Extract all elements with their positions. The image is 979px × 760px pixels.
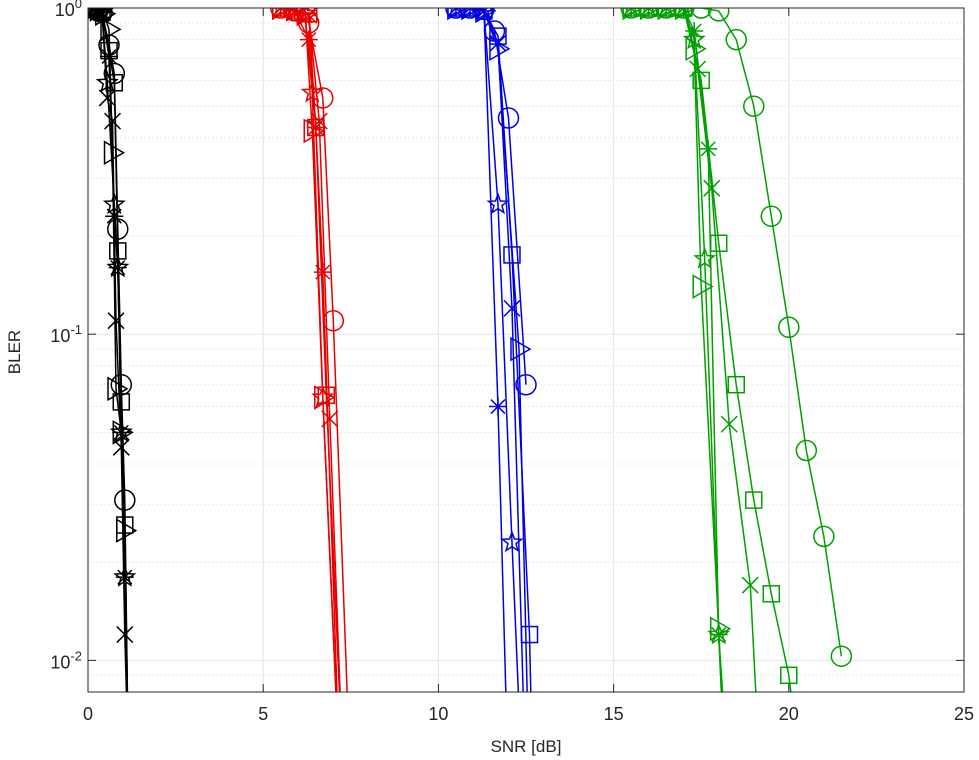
series-line (455, 8, 528, 692)
x-tick-label: 25 (954, 704, 974, 724)
marker-triangle (510, 336, 532, 362)
marker-x (103, 112, 122, 130)
series-line (631, 8, 723, 692)
marker-star (311, 385, 335, 408)
marker-x (116, 626, 134, 644)
series-line (455, 8, 524, 692)
y-tick-label: 100 (55, 0, 82, 20)
marker-star (95, 70, 119, 93)
marker-circle (110, 373, 133, 396)
series-line (455, 8, 532, 692)
marker-asterisk (105, 207, 124, 226)
marker-asterisk (115, 568, 134, 587)
marker-circle (707, 8, 730, 22)
marker-asterisk (699, 139, 718, 158)
marker-circle (620, 8, 642, 19)
marker-asterisk (709, 625, 728, 644)
marker-triangle (100, 17, 122, 42)
marker-x (503, 299, 521, 317)
series-6 (88, 8, 134, 692)
marker-asterisk (108, 258, 127, 277)
marker-circle (515, 373, 537, 396)
series-line (631, 8, 724, 692)
y-tick-label: 10-2 (50, 648, 82, 672)
marker-star (500, 530, 524, 553)
series-layer (88, 8, 853, 692)
marker-circle (459, 8, 481, 19)
marker-star (693, 246, 717, 269)
marker-circle (269, 8, 292, 19)
ticks: 0 5 10 15 20 25 10-2 10-1 100 (50, 0, 974, 724)
marker-circle (445, 8, 467, 19)
marker-asterisk (112, 423, 131, 442)
marker-x (107, 312, 125, 330)
marker-asterisk (299, 30, 318, 49)
marker-square (762, 585, 781, 603)
marker-circle (830, 645, 853, 667)
series-19 (620, 8, 853, 667)
marker-circle (672, 8, 695, 19)
x-tick-label: 5 (258, 704, 268, 724)
series-12 (271, 8, 338, 692)
marker-asterisk (685, 22, 704, 41)
axes-box (87, 7, 965, 693)
marker-circle (725, 28, 747, 51)
marker-circle (813, 525, 835, 548)
marker-circle (795, 439, 818, 462)
marker-triangle (103, 140, 126, 166)
marker-circle (103, 62, 126, 85)
marker-triangle (489, 36, 511, 62)
marker-circle (655, 8, 677, 19)
marker-x (703, 179, 721, 197)
marker-asterisk (100, 47, 119, 66)
x-axis-label: SNR [dB] (491, 737, 562, 756)
marker-star (682, 27, 706, 50)
marker-x (741, 576, 759, 594)
marker-triangle (107, 376, 129, 402)
marker-triangle (116, 518, 138, 543)
series-18 (446, 8, 507, 692)
marker-square (727, 375, 745, 394)
marker-asterisk (285, 8, 304, 20)
marker-asterisk (474, 8, 493, 20)
marker-circle (778, 316, 800, 339)
series-line (631, 8, 843, 657)
marker-x (489, 34, 507, 52)
marker-circle (690, 8, 712, 19)
marker-square (745, 491, 763, 509)
marker-x (720, 415, 738, 433)
marker-triangle (692, 274, 714, 299)
marker-circle (743, 95, 765, 117)
marker-circle (760, 205, 783, 227)
marker-star (300, 80, 324, 103)
series-24 (622, 8, 728, 692)
series-line (455, 8, 520, 692)
marker-x (689, 60, 707, 78)
x-tick-label: 15 (604, 704, 624, 724)
marker-circle (497, 107, 520, 129)
series-line (631, 8, 792, 692)
marker-asterisk (93, 8, 112, 22)
x-tick-label: 20 (779, 704, 799, 724)
marker-asterisk (488, 397, 507, 416)
y-tick-label: 10-1 (50, 322, 82, 346)
plot-area (88, 8, 964, 692)
marker-circle (637, 8, 660, 19)
y-axis-label: BLER (5, 330, 24, 374)
marker-square (780, 666, 798, 685)
x-tick-label: 0 (83, 704, 93, 724)
marker-asterisk (313, 263, 332, 282)
marker-asterisk (306, 118, 325, 137)
x-tick-label: 10 (428, 704, 448, 724)
marker-x (98, 89, 116, 107)
